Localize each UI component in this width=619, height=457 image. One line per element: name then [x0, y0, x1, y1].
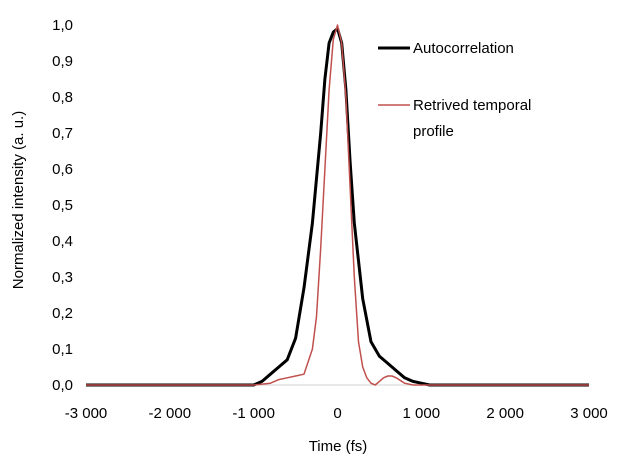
x-tick-label: 3 000 [570, 405, 608, 422]
legend: Autocorrelation Retrived temporal profile [378, 40, 531, 140]
y-axis-title: Normalized intensity (a. u.) [10, 111, 27, 289]
y-tick-label: 0,5 [52, 197, 73, 214]
x-tick-label: -1 000 [232, 405, 275, 422]
y-tick-label: 0,7 [52, 125, 73, 142]
y-tick-label: 0,2 [52, 305, 73, 322]
x-tick-label: 1 000 [403, 405, 441, 422]
y-axis-tick-labels: 0,0 0,1 0,2 0,3 0,4 0,5 0,6 0,7 0,8 0,9 1,0 [52, 17, 73, 394]
y-tick-label: 0,4 [52, 233, 73, 250]
legend-label-autocorrelation: Autocorrelation [413, 40, 514, 57]
series-lines [86, 24, 589, 387]
y-tick-label: 0,9 [52, 53, 73, 70]
legend-label-retrived-temporal-profile: Retrived temporal profile [413, 97, 531, 140]
y-tick-label: 1,0 [52, 17, 73, 34]
x-tick-label: -3 000 [65, 405, 108, 422]
y-tick-label: 0,8 [52, 89, 73, 106]
x-axis-title: Time (fs) [309, 438, 368, 455]
y-tick-label: 0,3 [52, 269, 73, 286]
y-tick-label: 0,1 [52, 341, 73, 358]
series-line-autocorrelation [86, 27, 589, 387]
series-line-retrived-temporal-profile [86, 24, 589, 386]
x-tick-label: 0 [333, 405, 341, 422]
y-tick-label: 0,6 [52, 161, 73, 178]
x-tick-label: -2 000 [149, 405, 192, 422]
x-axis-tick-labels: -3 000 -2 000 -1 000 0 1 000 2 000 3 000 [65, 405, 608, 422]
x-tick-label: 2 000 [486, 405, 524, 422]
y-tick-label: 0,0 [52, 377, 73, 394]
